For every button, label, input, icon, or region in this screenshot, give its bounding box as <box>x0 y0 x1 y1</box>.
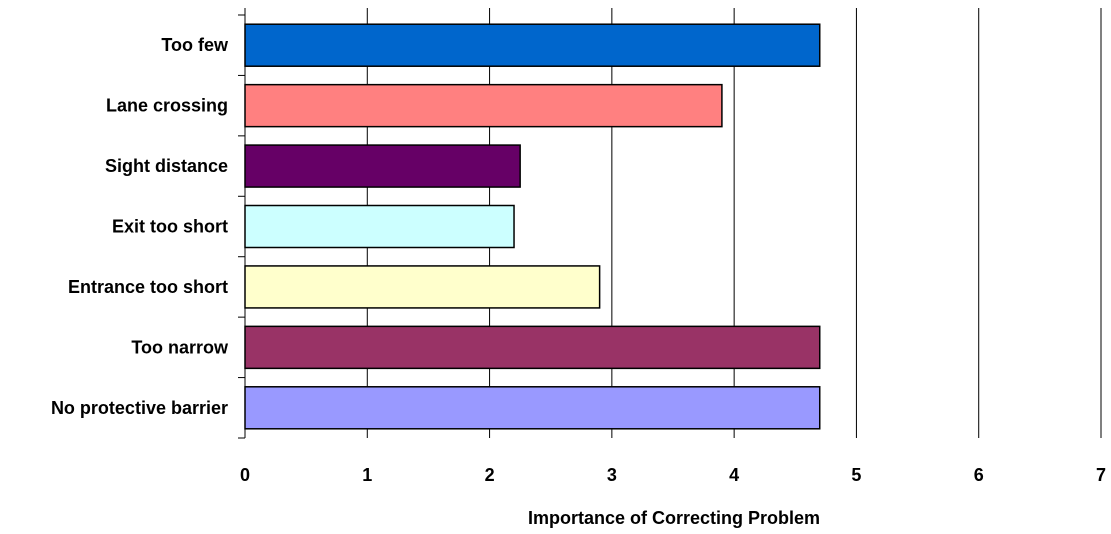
category-label: Lane crossing <box>106 96 228 116</box>
x-tick-label: 4 <box>729 465 739 485</box>
x-tick-label: 0 <box>240 465 250 485</box>
bar-no-protective-barrier <box>244 386 821 430</box>
x-tick-label: 7 <box>1096 465 1106 485</box>
bar-too-narrow <box>244 325 821 370</box>
x-tick-labels: 0 1 2 3 4 5 6 7 <box>240 465 1106 485</box>
category-label: Exit too short <box>112 217 228 237</box>
x-tick-label: 6 <box>974 465 984 485</box>
bar-too-few <box>244 23 821 67</box>
bar-exit-too-short <box>244 204 515 249</box>
x-tick-label: 1 <box>362 465 372 485</box>
x-tick-label: 5 <box>851 465 861 485</box>
category-label: Entrance too short <box>68 277 228 297</box>
bar-lane-crossing <box>244 83 723 128</box>
x-axis-title: Importance of Correcting Problem <box>528 508 820 528</box>
x-tick-label: 3 <box>607 465 617 485</box>
category-label: No protective barrier <box>51 398 228 418</box>
gridlines <box>366 8 1102 438</box>
category-labels: Too few Lane crossing Sight distance Exit t… <box>51 35 229 418</box>
category-label: Sight distance <box>105 156 228 176</box>
x-tick-label: 2 <box>485 465 495 485</box>
y-tick-marks <box>238 14 245 439</box>
bars <box>244 23 821 430</box>
category-label: Too few <box>161 35 229 55</box>
bar-entrance-too-short <box>244 265 601 309</box>
bar-sight-distance <box>244 144 521 188</box>
category-label: Too narrow <box>131 337 229 357</box>
